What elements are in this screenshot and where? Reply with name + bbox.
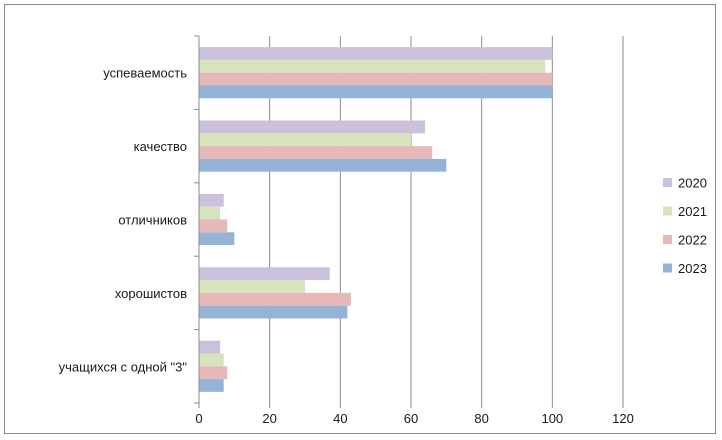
- x-tick-label: 80: [474, 411, 488, 426]
- x-tick-label: 0: [195, 411, 202, 426]
- bar: [199, 232, 235, 246]
- bar: [199, 206, 221, 220]
- bar: [199, 292, 351, 306]
- legend-swatch: [663, 178, 672, 187]
- x-tick-label: 40: [333, 411, 347, 426]
- y-tick-label: хорошистов: [115, 286, 187, 301]
- legend-swatch: [663, 263, 672, 273]
- bar: [199, 267, 330, 281]
- bar: [199, 47, 553, 60]
- legend: 2020 2021 2022 2023: [663, 176, 707, 276]
- bar: [199, 146, 433, 159]
- chart-frame: 0 20 40 60 80 100 120 успеваемость качество отлич…: [4, 4, 716, 434]
- bar: [199, 340, 221, 354]
- bar: [199, 379, 224, 392]
- x-tick-label: 120: [612, 411, 634, 426]
- bar: [199, 133, 411, 147]
- legend-swatch: [663, 235, 672, 244]
- x-tick-label: 20: [262, 411, 276, 426]
- bar: [199, 305, 348, 319]
- legend-label: 2020: [678, 176, 707, 191]
- legend-swatch: [663, 206, 672, 216]
- y-tick-label: успеваемость: [103, 66, 187, 81]
- bar: [199, 219, 228, 233]
- y-tick-label: учащихся с одной "3": [59, 359, 188, 374]
- bar: [199, 158, 447, 172]
- bar: [199, 85, 553, 99]
- bar: [199, 280, 305, 293]
- bar: [199, 59, 546, 73]
- bar: [199, 72, 553, 86]
- y-tick-label: качество: [134, 139, 187, 154]
- legend-label: 2022: [678, 233, 707, 248]
- bar: [199, 193, 224, 207]
- bar-chart: 0 20 40 60 80 100 120 успеваемость качество отлич…: [59, 35, 707, 426]
- bar: [199, 353, 224, 367]
- legend-label: 2021: [678, 204, 707, 219]
- y-tick-label: отличников: [118, 213, 187, 228]
- x-tick-label: 100: [541, 411, 563, 426]
- bar: [199, 120, 426, 134]
- bars: [199, 47, 553, 392]
- legend-label: 2023: [678, 261, 707, 276]
- axes: 0 20 40 60 80 100 120 успеваемость качество отлич…: [59, 35, 634, 426]
- bar: [199, 366, 228, 380]
- x-tick-label: 60: [404, 411, 418, 426]
